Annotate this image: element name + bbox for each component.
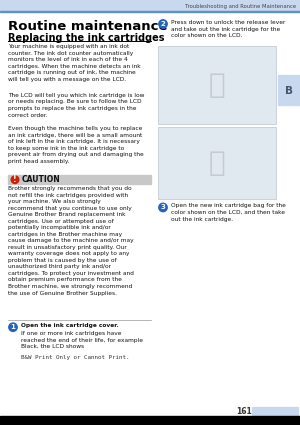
Text: 🖨: 🖨 <box>209 71 225 99</box>
Text: !: ! <box>13 175 17 184</box>
Text: Even though the machine tells you to replace
an ink cartridge, there will be a s: Even though the machine tells you to rep… <box>8 126 144 164</box>
Circle shape <box>11 176 19 184</box>
Text: 3: 3 <box>160 204 165 210</box>
Text: The LCD will tell you which ink cartridge is low
or needs replacing. Be sure to : The LCD will tell you which ink cartridg… <box>8 93 144 117</box>
Text: 1: 1 <box>11 324 15 330</box>
Bar <box>0 0 300 11</box>
Text: Brother strongly recommends that you do
not refill the ink cartridges provided w: Brother strongly recommends that you do … <box>8 186 134 295</box>
Circle shape <box>159 203 167 212</box>
Text: 🖨: 🖨 <box>209 150 225 178</box>
Text: Your machine is equipped with an ink dot
counter. The ink dot counter automatica: Your machine is equipped with an ink dot… <box>8 44 141 82</box>
Circle shape <box>159 20 167 28</box>
Bar <box>158 46 276 125</box>
Text: Replacing the ink cartridges: Replacing the ink cartridges <box>8 33 164 43</box>
Text: Open the ink cartridge cover.: Open the ink cartridge cover. <box>21 323 118 328</box>
Text: 161: 161 <box>236 406 252 416</box>
Text: Press down to unlock the release lever
and take out the ink cartridge for the
co: Press down to unlock the release lever a… <box>171 20 285 38</box>
Text: Open the new ink cartridge bag for the
color shown on the LCD, and then take
out: Open the new ink cartridge bag for the c… <box>171 204 286 221</box>
Text: CAUTION: CAUTION <box>22 175 61 184</box>
Bar <box>8 175 151 184</box>
Bar <box>278 75 300 105</box>
Circle shape <box>9 323 17 332</box>
Text: 2: 2 <box>160 21 165 27</box>
Text: Routine maintenance: Routine maintenance <box>8 20 167 33</box>
Text: Troubleshooting and Routine Maintenance: Troubleshooting and Routine Maintenance <box>185 3 296 8</box>
Bar <box>0 416 300 425</box>
Text: B: B <box>285 86 293 96</box>
Text: If one or more ink cartridges have
reached the end of their life, for example
Bl: If one or more ink cartridges have reach… <box>21 331 143 349</box>
Bar <box>158 128 276 199</box>
Text: B&W Print Only or Cannot Print.: B&W Print Only or Cannot Print. <box>21 354 130 360</box>
Bar <box>252 407 298 415</box>
Bar <box>0 11 300 12</box>
